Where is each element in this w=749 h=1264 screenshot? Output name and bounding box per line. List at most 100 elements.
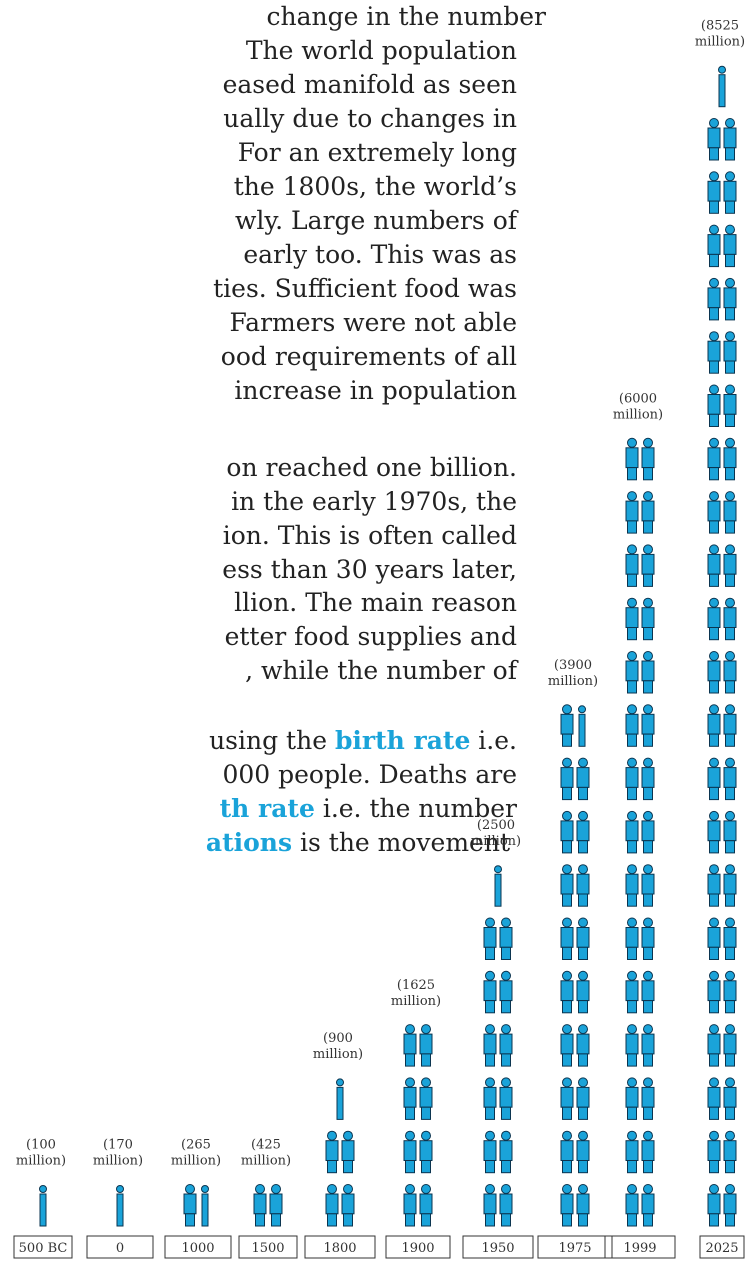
text-line: using the birth rate i.e. [209,726,517,756]
legs [709,200,719,214]
legs [643,573,653,587]
legs [405,1053,415,1067]
head [643,1077,653,1088]
body [723,500,737,522]
head [627,597,637,608]
head [643,597,653,608]
legs [405,1106,415,1120]
head [562,704,572,715]
body [560,820,574,842]
body [560,713,574,735]
legs [709,147,719,161]
head [709,224,719,235]
figure-pair [707,970,737,1014]
legs [485,1000,495,1014]
year-box [385,1235,451,1259]
body [483,1033,497,1055]
body [723,1086,737,1108]
head [501,970,511,981]
head [343,1184,353,1194]
head [201,1185,209,1193]
legs [643,733,653,747]
legs [578,1000,588,1014]
value-label: (8525 million) [695,18,745,49]
legs [725,840,735,854]
body [625,1140,639,1161]
value-label: (170 million) [93,1138,143,1169]
body [723,287,737,309]
legs [485,946,495,960]
head [643,810,653,821]
legs [255,1213,265,1227]
body [494,873,502,907]
value-label-line: (265 [181,1138,211,1153]
head [725,171,735,182]
head [709,597,719,608]
head [405,1130,415,1141]
legs [327,1160,337,1174]
body [641,927,655,948]
value-label-line: (8525 [701,18,739,33]
figure-pair [625,1184,655,1227]
head [562,864,572,875]
head [405,1024,415,1035]
figure-pair [707,437,737,481]
legs [709,1106,719,1120]
figure-pair [403,1184,433,1227]
value-label-line: million) [241,1154,291,1169]
legs [343,1213,353,1227]
figure-pair [707,1077,737,1120]
legs [327,1213,337,1227]
legs [562,893,572,907]
body [403,1140,417,1161]
year-box [604,1235,676,1259]
value-label-line: million) [471,834,521,849]
legs [627,627,637,641]
body [707,660,721,682]
head [709,864,719,875]
head [725,1130,735,1141]
body [641,1140,655,1161]
body [499,1086,513,1108]
text-line: in the early 1970s, the [231,487,517,516]
body [723,873,737,895]
head [643,491,653,502]
figure-pair [560,810,590,854]
body [116,1193,124,1227]
head [627,1130,637,1141]
legs [725,893,735,907]
body [419,1140,433,1161]
body [641,1193,655,1215]
body [718,74,726,108]
legs [421,1106,431,1120]
figure-pair [707,171,737,214]
figure-pair [183,1184,209,1227]
text-line: etter food supplies and [224,622,517,651]
legs [405,1160,415,1174]
body [641,553,655,575]
body [560,927,574,948]
body [201,1193,209,1227]
legs [185,1213,195,1227]
body [625,1033,639,1055]
value-label-line: million) [695,34,745,49]
legs [709,413,719,427]
body [707,287,721,309]
head [709,491,719,502]
legs [562,1160,572,1174]
body [707,180,721,202]
figure-pair [707,704,737,747]
head [421,1077,431,1088]
value-label-line: (100 [26,1138,56,1153]
figure-pair [483,970,513,1014]
body [625,873,639,895]
body [707,127,721,149]
legs [725,1000,735,1014]
head [627,970,637,981]
value-label: (1625 million) [391,978,441,1009]
body [419,1033,433,1055]
body [707,553,721,575]
body [576,1140,590,1161]
body [723,1193,737,1215]
head [255,1184,265,1194]
